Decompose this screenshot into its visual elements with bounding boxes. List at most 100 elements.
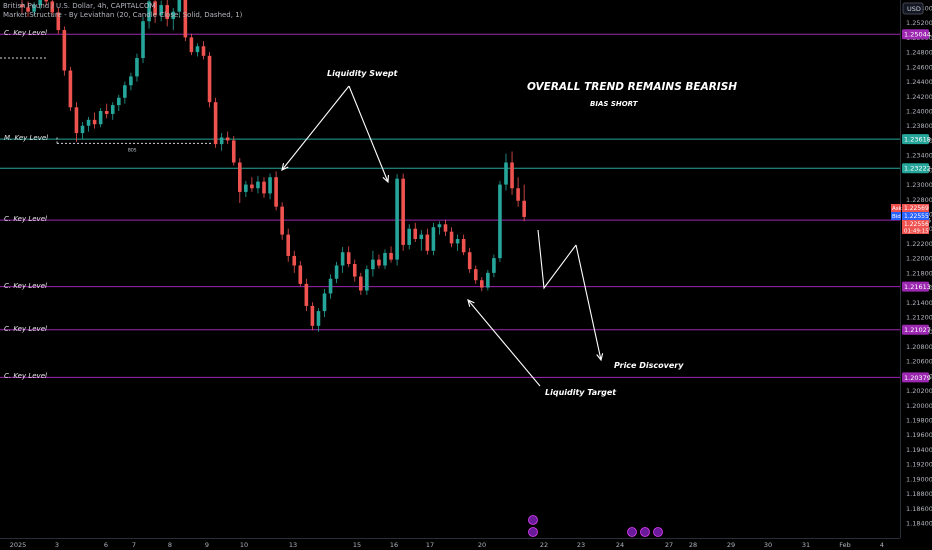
key-level-label: M. Key Level [4,134,49,143]
y-tick-label: 1.20800 [906,343,932,351]
y-tick-label: 1.22200 [906,240,932,248]
candle-body [165,5,169,20]
candle-body [189,37,194,53]
candle-body [56,12,61,31]
x-tick-label: Feb [839,541,851,549]
level-price-value: 1.20379 [904,374,931,382]
key-level-label: C. Key Level [4,281,47,290]
price-discovery-label: Price Discovery [614,361,684,370]
liquidity-target-label: Liquidity Target [545,388,617,397]
candle-body [371,259,375,270]
key-levels [0,33,900,378]
candle-body [516,188,520,201]
candle-body [359,276,363,291]
x-tick-label: 8 [168,541,172,549]
level-price-tag [902,324,929,335]
candle-body [522,200,526,217]
x-tick-label: 17 [426,541,434,549]
y-tick-label: 1.22000 [906,255,932,263]
candle-body [268,177,272,194]
candle-body [395,178,399,260]
candle-body [510,162,514,189]
liquidity-swept-arrow-left-head [281,163,289,171]
candle-body [304,283,309,306]
bid-price: 1.22555 [904,213,929,220]
bos-marker: BOS [128,147,137,152]
candle-body [50,1,55,13]
y-tick-label: 1.18800 [906,490,932,498]
candle-body [473,269,478,281]
y-tick-label: 1.24800 [906,49,932,57]
ask-price: 1.22569 [904,205,929,212]
x-tick-label: 4 [880,541,884,549]
liquidity-target-arrow [467,299,541,387]
candle-body [123,85,127,98]
liquidity-swept-label: Liquidity Swept [327,69,398,78]
candle-body [213,102,218,145]
candle-body [26,7,30,12]
level-price-value: 1.23618 [904,136,931,144]
candle-body [177,0,182,12]
currency-button[interactable] [902,2,924,15]
price-axis-panel [900,0,932,550]
candle-body [461,239,466,253]
candle-body [413,228,418,240]
candle-body [219,137,224,145]
y-tick-label: 1.20000 [906,402,932,410]
y-tick-label: 1.22800 [906,196,932,204]
y-tick-label: 1.21400 [906,299,932,307]
candle-body [322,293,327,312]
candle-body [74,107,79,134]
y-tick-label: 1.23000 [906,181,932,189]
y-tick-label: 1.21800 [906,269,932,277]
level-price-tag [902,29,929,40]
candle-body [117,97,121,106]
candle-body [86,119,91,126]
bid-badge [891,212,901,220]
event-icon [653,527,663,537]
drawings: BOS [0,57,663,537]
x-tick-label: 28 [689,541,697,549]
price-discovery-arrow-head [596,353,604,362]
candle-body [486,272,490,288]
candlesticks [20,0,526,332]
ask-label: Ask [892,206,903,212]
candle-body [334,265,339,279]
candle-body [104,111,109,114]
candle-body [425,234,430,251]
trend-annotation: OVERALL TREND REMAINS BEARISH [527,81,738,93]
candle-body [98,111,103,125]
candle-body [437,224,442,228]
candle-body [401,178,405,245]
x-tick-label: 15 [353,541,361,549]
y-tick-label: 1.19000 [906,475,932,483]
ask-badge [891,204,901,212]
candle-body [340,252,345,266]
key-level-label: C. Key Level [4,29,47,38]
x-tick-label: 20 [478,541,486,549]
y-tick-label: 1.24600 [906,63,932,71]
candle-body [286,234,290,256]
candle-body [419,234,424,240]
candle-body [110,105,115,114]
liquidity-target-arrow-head [467,299,475,307]
candle-body [449,231,454,244]
candle-body [32,5,36,12]
level-price-tag [902,134,929,145]
y-tick-label: 1.19200 [906,461,932,469]
last-price-tag [902,220,929,234]
y-tick-label: 1.24000 [906,108,932,116]
y-tick-label: 1.18600 [906,505,932,513]
level-price-value: 1.21613 [904,283,931,291]
y-tick-label: 1.19600 [906,431,932,439]
y-tick-label: 1.24400 [906,78,932,86]
x-tick-label: 13 [289,541,297,549]
candle-body [504,162,508,185]
candle-body [147,1,151,22]
candle-body [135,58,139,77]
y-tick-label: 1.20200 [906,387,932,395]
x-tick-label: 6 [104,541,108,549]
ask-price-tag [902,204,929,212]
candle-body [262,181,266,194]
